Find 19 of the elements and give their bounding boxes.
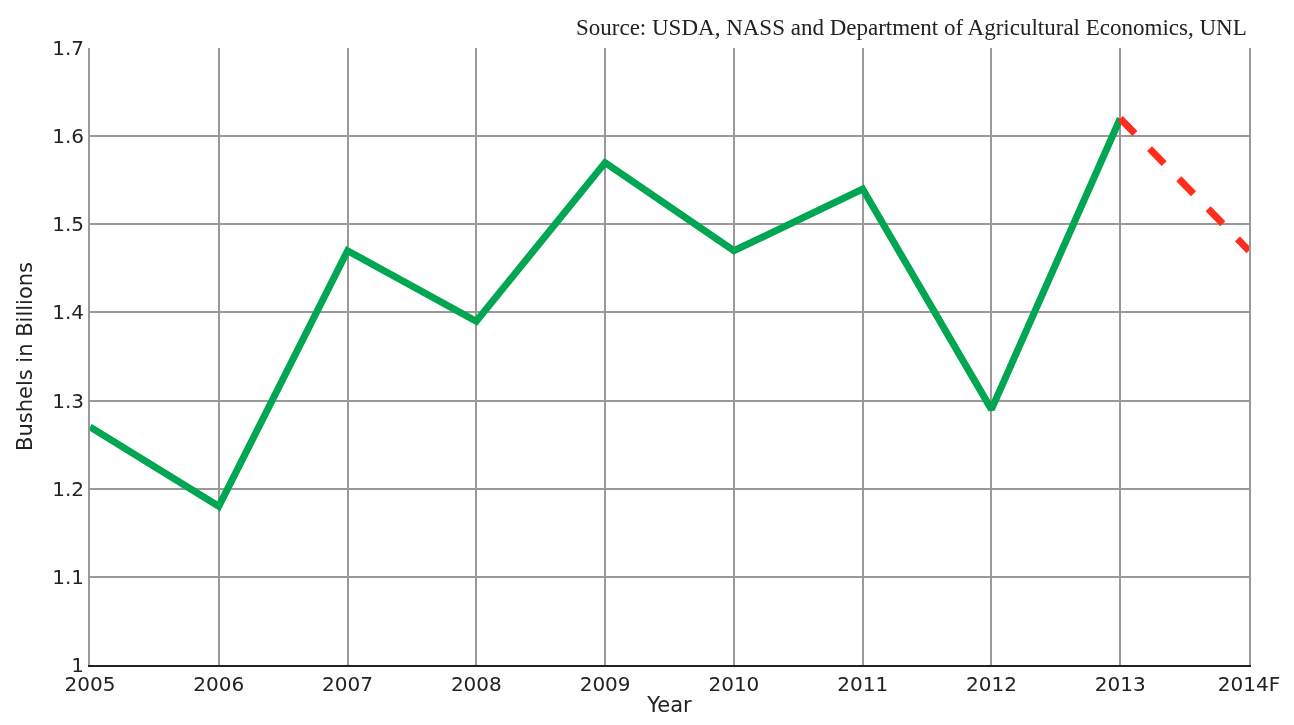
y-tick-label: 1.3 [52,388,84,413]
x-tick-label: 2006 [193,672,245,696]
x-tick-label: 2013 [1094,672,1146,696]
y-tick-label: 1.7 [52,36,84,60]
source-note: Source: USDA, NASS and Department of Agricultural Economics, UNL [576,15,1247,40]
x-tick-label: 2009 [579,672,631,696]
x-axis-title: Year [646,692,693,717]
x-tick-label: 2014F [1217,672,1281,696]
y-tick-label: 1.5 [52,212,84,237]
x-tick-label: 2011 [837,672,889,696]
y-tick-label: 1.6 [52,124,84,149]
y-tick-label: 1.4 [52,300,84,325]
y-axis-title: Bushels in Billions [12,262,37,451]
x-tick-label: 2007 [322,672,374,696]
x-tick-label: 2012 [965,672,1017,696]
x-tick-label: 2008 [450,672,502,696]
y-tick-label: 1.1 [52,564,84,589]
y-tick-label: 1.2 [52,476,84,501]
x-tick-label: 2010 [708,672,760,696]
